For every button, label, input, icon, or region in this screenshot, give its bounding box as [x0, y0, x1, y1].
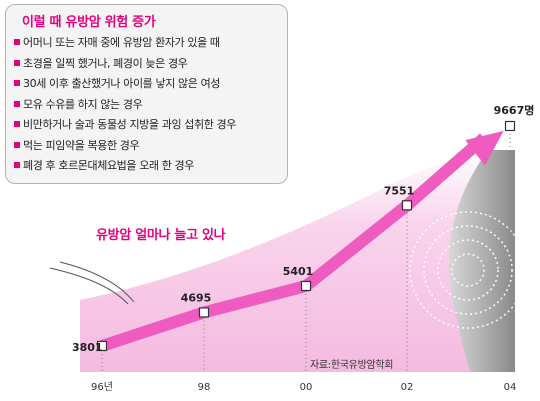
risk-factor-item: 폐경 후 호르몬대체요법을 오래 한 경우 [14, 156, 279, 177]
risk-factor-text: 30세 이후 출산했거나 아이를 낳지 않은 여성 [23, 77, 221, 90]
point-markers [96, 120, 516, 352]
x-tick-label: 04 [504, 382, 517, 393]
illustration-contour-lines [49, 261, 135, 305]
bullet-icon [14, 80, 20, 86]
series-arrowhead [465, 130, 504, 166]
value-label: 4695 [181, 291, 212, 304]
x-tick-label: 96년 [91, 381, 113, 393]
risk-factor-item: 초경을 일찍 했거나, 폐경이 늦은 경우 [14, 54, 279, 75]
bullet-icon [14, 100, 20, 107]
bullet-icon [14, 141, 20, 148]
bullet-icon [14, 59, 20, 66]
point-marker [504, 120, 516, 132]
risk-factor-item: 어머니 또는 자매 중에 유방암 환자가 있을 때 [14, 33, 279, 54]
risk-factor-text: 모유 수유를 하지 않는 경우 [23, 97, 143, 111]
illustration-rings [409, 211, 527, 329]
value-label: 7551 [384, 184, 415, 197]
point-marker [401, 200, 413, 211]
bullet-icon [14, 121, 20, 127]
x-tick-label: 02 [401, 382, 414, 393]
risk-factor-item: 모유 수유를 하지 않는 경우 [14, 95, 279, 116]
risk-factor-item: 30세 이후 출산했거나 아이를 낳지 않은 여성 [14, 74, 279, 95]
point-marker [96, 340, 108, 352]
risk-factor-text: 비만하거나 술과 동물성 지방을 과잉 섭취한 경우 [23, 118, 236, 131]
risk-factors-box: 이럴 때 유방암 위험 증가 어머니 또는 자매 중에 유방암 환자가 있을 때… [5, 4, 288, 184]
value-label: 3801 [72, 341, 103, 354]
risk-factor-item: 비만하거나 술과 동물성 지방을 과잉 섭취한 경우 [14, 115, 279, 136]
risk-factor-text: 초경을 일찍 했거나, 폐경이 늦은 경우 [23, 56, 188, 70]
value-label: 5401 [283, 265, 314, 278]
x-tick-label: 98 [198, 382, 211, 393]
risk-factor-text: 어머니 또는 자매 중에 유방암 환자가 있을 때 [23, 36, 220, 49]
point-marker [300, 280, 312, 292]
point-marker [198, 307, 210, 318]
bullet-icon [14, 162, 20, 168]
source-note: 자료:한국유방암학회 [310, 360, 394, 371]
x-tick-labels: 96년 98 00 02 04 [91, 381, 516, 393]
risk-factor-text: 먹는 피임약을 복용한 경우 [23, 138, 140, 152]
chart-title: 유방암 얼마나 늘고 있나 [96, 228, 226, 243]
risk-factor-list: 어머니 또는 자매 중에 유방암 환자가 있을 때 초경을 일찍 했거나, 폐경… [14, 33, 279, 177]
value-labels: 3801 4695 5401 7551 9667명 [72, 103, 534, 354]
value-label: 9667명 [494, 103, 535, 117]
risk-box-title: 이럴 때 유방암 위험 증가 [22, 15, 156, 30]
bullet-icon [14, 39, 20, 45]
x-tick-label: 00 [300, 382, 313, 393]
risk-factor-text: 폐경 후 호르몬대체요법을 오래 한 경우 [23, 159, 195, 172]
risk-factor-item: 먹는 피임약을 복용한 경우 [14, 136, 279, 157]
